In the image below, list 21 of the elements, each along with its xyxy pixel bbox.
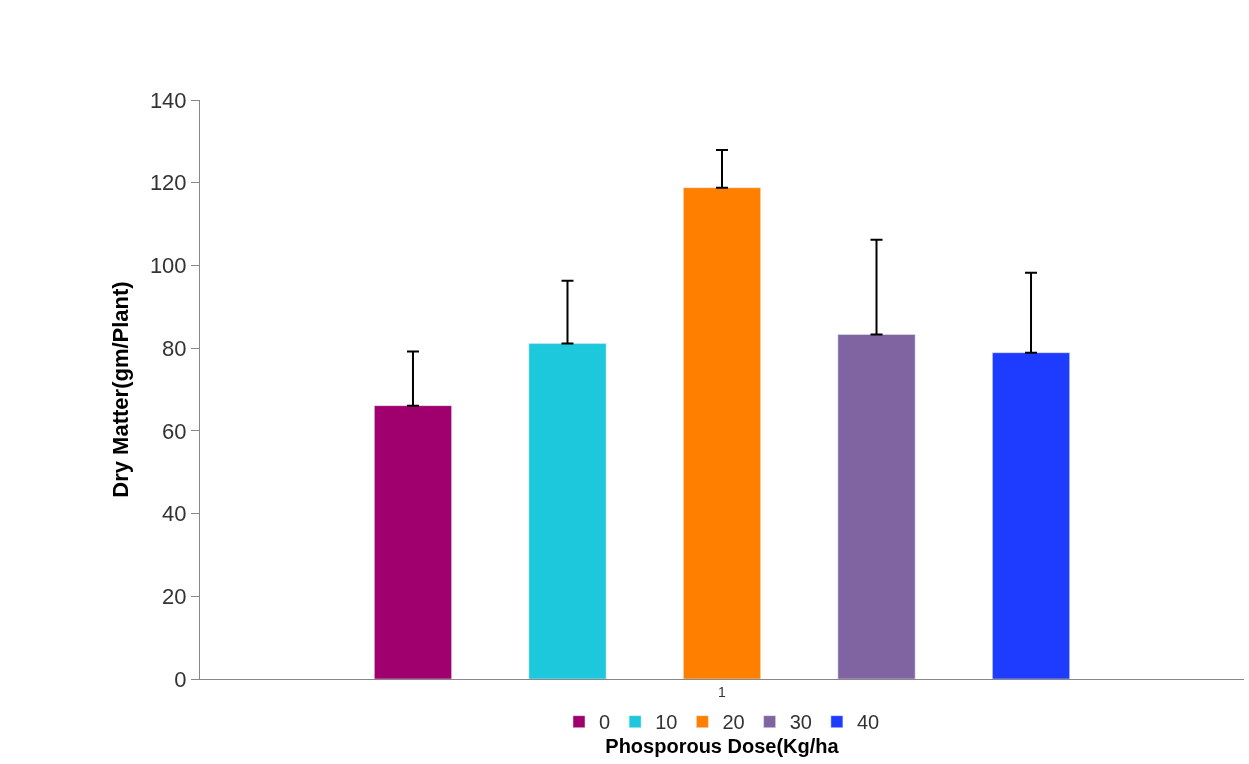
y-tick-label: 0 [174,666,187,692]
y-tick-label: 80 [162,335,187,361]
legend-label: 40 [856,711,880,734]
bar [992,352,1070,679]
y-axis-title: Dry Matter(gm/Plant) [107,281,133,498]
y-tick-label: 100 [149,253,187,279]
bar [374,405,452,679]
bar [683,187,761,679]
legend-label: 10 [655,711,678,734]
y-tick-label: 20 [162,583,187,609]
y-tick-label: 60 [162,418,187,444]
x-tick-label: 1 [718,683,727,700]
legend-label: 20 [722,711,745,734]
y-tick-label: 120 [149,170,187,196]
legend-label: 30 [789,711,812,734]
y-tick-label: 40 [162,501,187,527]
y-tick-label: 140 [149,87,187,113]
x-axis-title: Phosporous Dose(Kg/ha [605,735,840,758]
bar [837,334,916,679]
legend-label: 0 [599,711,611,734]
bar [528,343,607,679]
